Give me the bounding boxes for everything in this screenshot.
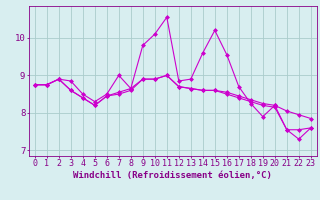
X-axis label: Windchill (Refroidissement éolien,°C): Windchill (Refroidissement éolien,°C) — [73, 171, 272, 180]
